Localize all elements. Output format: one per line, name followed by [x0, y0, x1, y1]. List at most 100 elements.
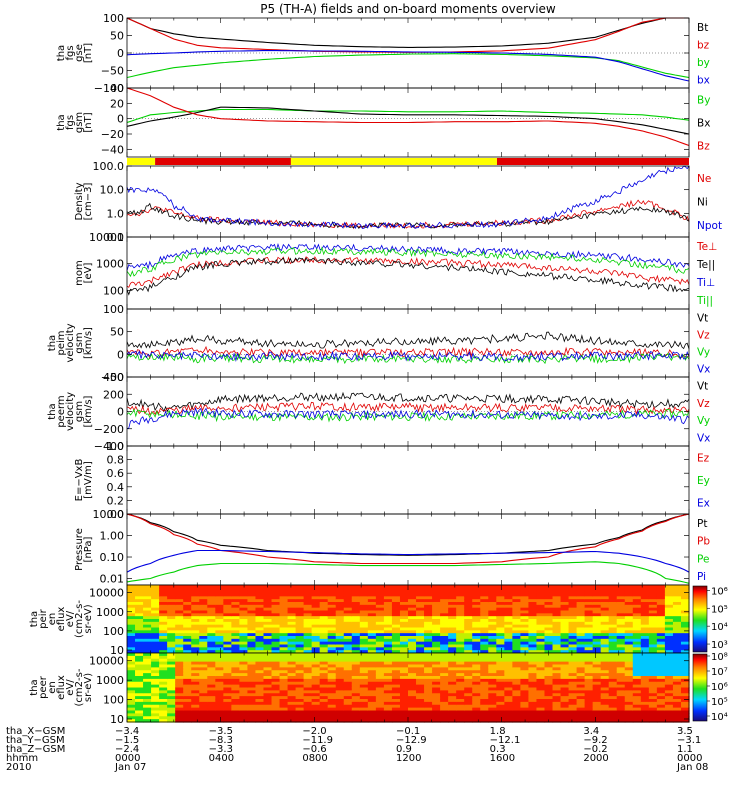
spectrogram-cell — [191, 610, 200, 614]
spectrogram-cell — [183, 687, 192, 691]
spectrogram-cell — [624, 596, 634, 600]
spectrogram-cell — [255, 602, 265, 606]
colorbar-tick-label: 10⁸ — [711, 652, 728, 663]
spectrogram-cell — [231, 596, 240, 600]
spectrogram-cell — [640, 590, 650, 595]
spectrogram-cell — [175, 638, 184, 643]
spectrogram-cell — [367, 613, 377, 617]
spectrogram-cell — [408, 621, 417, 626]
spectrogram-cell — [183, 664, 192, 668]
spectrogram-cell — [327, 684, 337, 689]
spectrogram-cell — [375, 664, 385, 668]
spectrogram-cell — [448, 619, 457, 623]
spectrogram-cell — [648, 684, 658, 689]
spectrogram-cell — [287, 670, 297, 674]
spectrogram-cell — [544, 661, 554, 666]
spectrogram-cell — [327, 607, 337, 612]
spectrogram-cell — [536, 619, 546, 623]
spectrogram-cell — [287, 713, 297, 717]
spectrogram-cell — [151, 593, 160, 597]
spectrogram-cell — [528, 638, 538, 643]
spectrogram-cell — [552, 699, 562, 703]
spectrogram-cell — [624, 647, 634, 651]
spectrogram-cell — [287, 585, 297, 589]
spectrogram-cell — [167, 687, 176, 691]
spectrogram-cell — [399, 630, 409, 634]
spectrogram-cell — [327, 653, 337, 657]
spectrogram-cell — [576, 599, 586, 603]
spectrogram-cell — [343, 627, 353, 631]
spectrogram-cell — [632, 701, 642, 706]
spectrogram-cell — [343, 681, 353, 686]
spectrogram-cell — [127, 693, 136, 697]
spectrogram-cell — [167, 653, 176, 657]
spectrogram-cell — [488, 713, 497, 717]
spectrogram-cell — [279, 593, 289, 597]
spectrogram-cell — [472, 638, 481, 643]
spectrogram-cell — [448, 599, 457, 603]
spectrogram-cell — [175, 687, 184, 691]
spectrogram-cell — [624, 630, 634, 634]
spectrogram-cell — [664, 699, 674, 703]
spectrogram-cell — [295, 681, 305, 686]
spectrogram-cell — [175, 676, 184, 680]
spectrogram-cell — [263, 658, 273, 663]
spectrogram-cell — [167, 710, 176, 714]
spectrogram-cell — [271, 633, 281, 637]
spectrogram-cell — [520, 613, 530, 617]
spectrogram-cell — [247, 676, 257, 680]
spectrogram-cell — [151, 716, 160, 720]
y-axis-label: fgs — [65, 115, 76, 130]
spectrogram-cell — [616, 696, 626, 700]
spectrogram-cell — [343, 676, 353, 680]
spectrogram-cell — [424, 699, 433, 703]
spectrogram-cell — [199, 613, 208, 617]
spectrogram-cell — [263, 647, 273, 651]
spectrogram-cell — [271, 676, 281, 680]
spectrogram-cell — [408, 641, 417, 646]
spectrogram-cell — [255, 704, 265, 709]
spectrogram-cell — [279, 633, 289, 637]
spectrogram-cell — [584, 596, 594, 600]
spectrogram-cell — [672, 719, 682, 723]
spectrogram-cell — [223, 607, 232, 612]
spectrogram-cell — [480, 678, 489, 683]
spectrogram-cell — [416, 636, 425, 640]
spectrogram-cell — [335, 647, 345, 651]
spectrogram-cell — [504, 713, 513, 717]
spectrogram-cell — [279, 599, 289, 603]
spectrogram-cell — [640, 644, 650, 648]
spectrogram-cell — [496, 636, 505, 640]
spectrogram-cell — [616, 684, 626, 689]
spectrogram-cell — [448, 704, 457, 709]
spectrogram-cell — [680, 593, 690, 597]
spectrogram-cell — [456, 661, 465, 666]
spectrogram-cell — [231, 638, 240, 643]
spectrogram-cell — [608, 673, 618, 677]
spectrogram-cell — [496, 693, 505, 697]
spectrogram-cell — [287, 681, 297, 686]
spectrogram-cell — [255, 627, 265, 631]
spectrogram-cell — [528, 644, 538, 648]
spectrogram-cell — [480, 658, 489, 663]
spectrogram-cell — [199, 699, 208, 703]
spectrogram-cell — [207, 650, 216, 654]
spectrogram-cell — [271, 647, 281, 651]
spectrogram-cell — [568, 633, 578, 637]
spectrogram-cell — [584, 699, 594, 703]
spectrogram-cell — [592, 681, 602, 686]
spectrogram-cell — [351, 593, 361, 597]
spectrogram-cell — [528, 716, 538, 720]
spectrogram-cell — [175, 585, 184, 589]
spectrogram-cell — [375, 647, 385, 651]
spectrogram-cell — [279, 624, 289, 629]
y-axis-label: mom — [74, 260, 85, 286]
spectrogram-cell — [367, 607, 377, 612]
spectrogram-cell — [664, 636, 674, 640]
spectrogram-cell — [367, 585, 377, 589]
spectrogram-cell — [408, 699, 417, 703]
spectrogram-cell — [672, 604, 682, 609]
spectrogram-cell — [512, 681, 521, 686]
spectrogram-cell — [383, 650, 393, 654]
spectrogram-cell — [560, 699, 570, 703]
